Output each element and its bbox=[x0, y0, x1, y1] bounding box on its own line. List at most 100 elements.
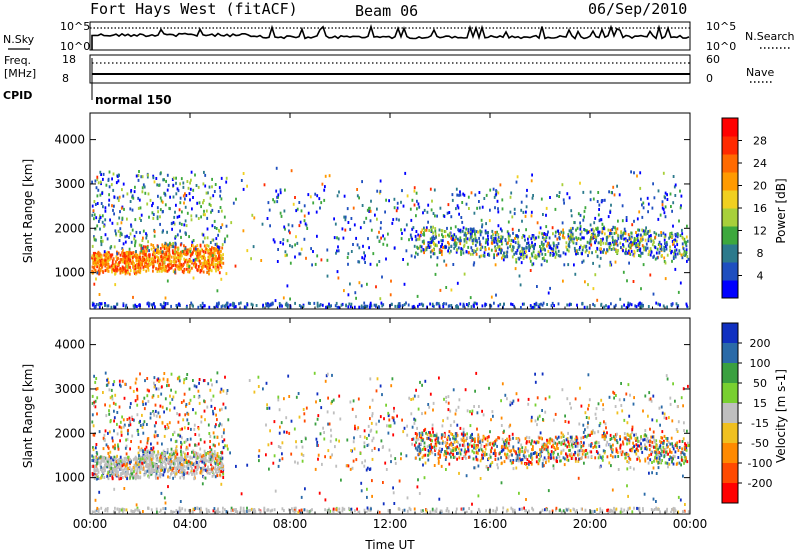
data-cell bbox=[171, 266, 173, 269]
data-cell bbox=[109, 474, 111, 477]
data-cell bbox=[129, 461, 131, 464]
data-cell bbox=[570, 407, 572, 410]
data-cell bbox=[389, 449, 391, 452]
data-cell bbox=[153, 412, 155, 415]
data-cell bbox=[350, 449, 352, 452]
data-cell bbox=[509, 435, 511, 438]
data-cell bbox=[220, 391, 222, 394]
data-cell bbox=[657, 248, 659, 251]
data-cell bbox=[605, 304, 607, 307]
data-cell bbox=[110, 254, 112, 257]
data-cell bbox=[303, 408, 305, 411]
data-cell bbox=[610, 229, 612, 232]
data-cell bbox=[511, 215, 513, 218]
data-cell bbox=[546, 233, 548, 236]
data-cell bbox=[445, 468, 447, 471]
data-cell bbox=[219, 186, 221, 189]
data-cell bbox=[574, 273, 576, 276]
data-cell bbox=[639, 187, 641, 190]
data-cell bbox=[363, 465, 365, 468]
data-cell bbox=[362, 204, 364, 207]
data-cell bbox=[93, 433, 95, 436]
data-cell bbox=[178, 259, 180, 262]
data-cell bbox=[146, 377, 148, 380]
data-cell bbox=[221, 210, 223, 213]
data-cell bbox=[178, 215, 180, 218]
data-cell bbox=[320, 432, 322, 435]
data-cell bbox=[128, 236, 130, 239]
data-cell bbox=[285, 254, 287, 257]
data-cell bbox=[168, 207, 170, 210]
data-cell bbox=[230, 221, 232, 224]
data-cell bbox=[120, 272, 122, 275]
data-cell bbox=[189, 456, 191, 459]
data-cell bbox=[596, 299, 598, 302]
data-cell bbox=[220, 250, 222, 253]
data-cell bbox=[295, 235, 297, 238]
data-cell bbox=[108, 477, 110, 480]
data-cell bbox=[220, 278, 222, 281]
data-cell bbox=[607, 242, 609, 245]
data-cell bbox=[147, 257, 149, 260]
data-cell bbox=[148, 249, 150, 252]
data-cell bbox=[483, 197, 485, 200]
data-cell bbox=[289, 298, 291, 301]
data-cell bbox=[227, 389, 229, 392]
data-cell bbox=[253, 245, 255, 248]
data-cell bbox=[418, 203, 420, 206]
data-cell bbox=[179, 208, 181, 211]
data-cell bbox=[531, 241, 533, 244]
data-cell bbox=[280, 304, 282, 307]
data-cell bbox=[493, 239, 495, 242]
data-cell bbox=[331, 453, 333, 456]
data-cell bbox=[111, 306, 113, 309]
data-cell bbox=[376, 263, 378, 266]
data-cell bbox=[198, 427, 200, 430]
data-cell bbox=[338, 395, 340, 398]
data-cell bbox=[343, 289, 345, 292]
data-cell bbox=[466, 303, 468, 306]
data-cell bbox=[630, 170, 632, 173]
data-cell bbox=[182, 182, 184, 185]
data-cell bbox=[486, 194, 488, 197]
data-cell bbox=[625, 252, 627, 255]
data-cell bbox=[489, 465, 491, 468]
data-cell bbox=[121, 434, 123, 437]
data-cell bbox=[115, 265, 117, 268]
data-cell bbox=[119, 406, 121, 409]
data-cell bbox=[671, 260, 673, 263]
data-cell bbox=[127, 456, 129, 459]
data-cell bbox=[243, 172, 245, 175]
data-cell bbox=[304, 204, 306, 207]
data-cell bbox=[676, 243, 678, 246]
data-cell bbox=[414, 245, 416, 248]
data-cell bbox=[605, 422, 607, 425]
data-cell bbox=[207, 452, 209, 455]
data-cell bbox=[657, 218, 659, 221]
data-cell bbox=[440, 239, 442, 242]
data-cell bbox=[360, 226, 362, 229]
data-cell bbox=[595, 413, 597, 416]
data-cell bbox=[125, 241, 127, 244]
data-cell bbox=[108, 447, 110, 450]
data-cell bbox=[214, 407, 216, 410]
data-cell bbox=[150, 199, 152, 202]
data-cell bbox=[479, 230, 481, 233]
data-cell bbox=[193, 239, 195, 242]
data-cell bbox=[196, 184, 198, 187]
data-cell bbox=[615, 261, 617, 264]
data-cell bbox=[641, 203, 643, 206]
data-cell bbox=[94, 306, 96, 309]
data-cell bbox=[528, 436, 530, 439]
data-cell bbox=[526, 466, 528, 469]
data-cell bbox=[386, 244, 388, 247]
data-cell bbox=[489, 189, 491, 192]
data-cell bbox=[654, 236, 656, 239]
data-cell bbox=[553, 467, 555, 470]
data-cell bbox=[200, 438, 202, 441]
noise-left-tick-bottom: 10^0 bbox=[60, 40, 90, 53]
data-cell bbox=[333, 217, 335, 220]
data-cell bbox=[142, 186, 144, 189]
data-cell bbox=[532, 194, 534, 197]
data-cell bbox=[411, 443, 413, 446]
